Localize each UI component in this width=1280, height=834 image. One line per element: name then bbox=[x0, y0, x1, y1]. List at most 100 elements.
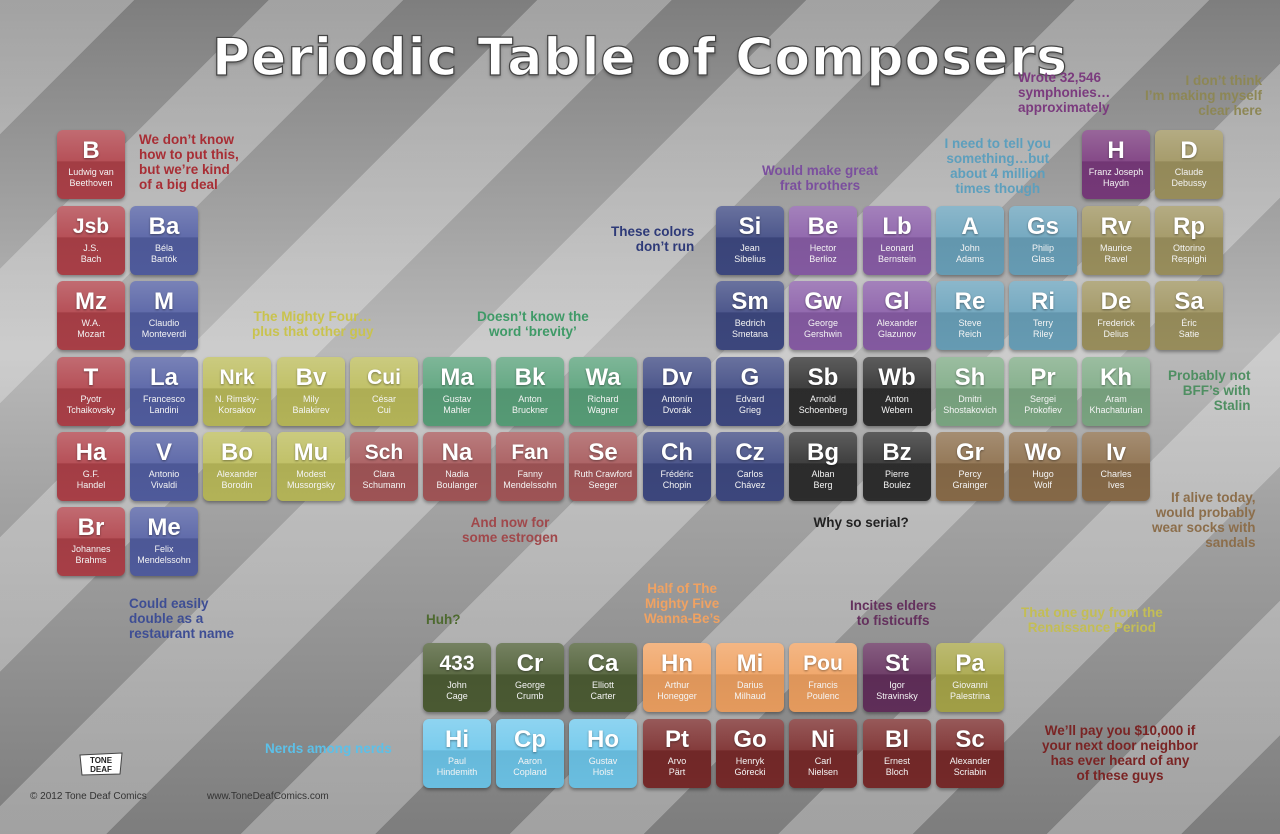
element-symbol: Ha bbox=[75, 439, 107, 466]
element-symbol: Jsb bbox=[72, 215, 110, 238]
composer-name: Frédéric Chopin bbox=[660, 469, 694, 490]
element-tile: Hn Arthur Honegger bbox=[643, 643, 711, 712]
element-tile: Si Jean Sibelius bbox=[716, 206, 784, 275]
composer-name: Carl Nielsen bbox=[807, 756, 838, 777]
composer-name: Maurice Ravel bbox=[1099, 243, 1132, 264]
element-tile: Br Johannes Brahms bbox=[57, 507, 125, 576]
element-symbol: Wb bbox=[878, 364, 916, 391]
composer-note: We’ll pay you $10,000 if your next door … bbox=[1042, 723, 1199, 783]
composer-name: Alexander Scriabin bbox=[949, 756, 991, 777]
element-symbol: Bl bbox=[885, 726, 909, 753]
element-symbol: Pa bbox=[955, 650, 985, 677]
composer-name: J.S. Bach bbox=[80, 243, 102, 264]
composer-name: Nadia Boulanger bbox=[436, 469, 478, 490]
element-symbol: V bbox=[155, 439, 172, 466]
composer-name: Arthur Honegger bbox=[657, 680, 697, 701]
element-tile: Rp Ottorino Respighi bbox=[1155, 206, 1223, 275]
composer-name: Sergei Prokofiev bbox=[1024, 394, 1062, 415]
element-tile: Gr Percy Grainger bbox=[936, 432, 1004, 501]
element-symbol: Ch bbox=[661, 439, 693, 466]
composer-note: I need to tell you something…but about 4… bbox=[944, 136, 1052, 196]
composer-note: Doesn’t know the word ‘brevity’ bbox=[477, 309, 589, 339]
element-tile: Wo Hugo Wolf bbox=[1009, 432, 1077, 501]
element-symbol: Ri bbox=[1031, 288, 1055, 315]
element-symbol: Cz bbox=[735, 439, 765, 466]
element-tile: Se Ruth Crawford Seeger bbox=[569, 432, 637, 501]
composer-name: Clara Schumann bbox=[362, 469, 406, 490]
element-symbol: Ho bbox=[587, 726, 619, 753]
composer-name: Henryk Górecki bbox=[734, 756, 766, 777]
element-symbol: Cui bbox=[367, 366, 401, 389]
element-tile: Pa Giovanni Palestrina bbox=[936, 643, 1004, 712]
composer-note: I don’t think I’m making myself clear he… bbox=[1145, 73, 1263, 118]
element-tile: Cz Carlos Chávez bbox=[716, 432, 784, 501]
composer-name: Francis Poulenc bbox=[806, 680, 840, 701]
element-tile: Bk Anton Bruckner bbox=[496, 357, 564, 426]
composer-name: Anton Webern bbox=[881, 394, 913, 415]
element-tile: Mi Darius Milhaud bbox=[716, 643, 784, 712]
element-tile: St Igor Stravinsky bbox=[863, 643, 931, 712]
element-tile: Ma Gustav Mahler bbox=[423, 357, 491, 426]
composer-name: Ernest Bloch bbox=[883, 756, 910, 777]
element-symbol: Nrk bbox=[219, 366, 255, 389]
element-tile: Cui César Cui bbox=[350, 357, 418, 426]
element-tile: A John Adams bbox=[936, 206, 1004, 275]
element-tile: G Edvard Grieg bbox=[716, 357, 784, 426]
composer-name: Felix Mendelssohn bbox=[137, 544, 191, 565]
composer-name: Arvo Pärt bbox=[667, 756, 687, 777]
composer-name: Alexander Glazunov bbox=[876, 318, 918, 339]
element-tile: Sh Dmitri Shostakovich bbox=[936, 357, 1004, 426]
element-tile: Bg Alban Berg bbox=[789, 432, 857, 501]
composer-name: Frederick Delius bbox=[1097, 318, 1135, 339]
svg-text:TONE: TONE bbox=[90, 756, 113, 765]
element-symbol: Sch bbox=[364, 441, 404, 464]
element-symbol: Hi bbox=[445, 726, 469, 753]
element-tile: Re Steve Reich bbox=[936, 281, 1004, 350]
composer-name: John Cage bbox=[446, 680, 468, 701]
element-symbol: Hn bbox=[661, 650, 693, 677]
element-symbol: Iv bbox=[1105, 439, 1126, 466]
composer-name: Elliott Carter bbox=[590, 680, 616, 701]
element-symbol: Sh bbox=[954, 364, 986, 391]
element-symbol: Sc bbox=[955, 726, 985, 753]
composer-name: Ottorino Respighi bbox=[1171, 243, 1207, 264]
element-symbol: Cr bbox=[516, 650, 544, 677]
element-symbol: T bbox=[83, 364, 99, 391]
element-tile: Na Nadia Boulanger bbox=[423, 432, 491, 501]
composer-name: Dmitri Shostakovich bbox=[943, 394, 997, 415]
element-tile: Be Hector Berlioz bbox=[789, 206, 857, 275]
element-symbol: Pou bbox=[803, 652, 843, 675]
composer-name: George Crumb bbox=[514, 680, 546, 701]
element-symbol: Bv bbox=[295, 364, 327, 391]
composer-note: Half of The Mighty Five Wanna-Be’s bbox=[644, 581, 721, 626]
element-symbol: Na bbox=[441, 439, 473, 466]
element-tile: Gw George Gershwin bbox=[789, 281, 857, 350]
element-tile: M Claudio Monteverdi bbox=[130, 281, 198, 350]
element-tile: Kh Aram Khachaturian bbox=[1082, 357, 1150, 426]
element-tile: Iv Charles Ives bbox=[1082, 432, 1150, 501]
composer-name: Gustav Holst bbox=[588, 756, 618, 777]
element-symbol: Be bbox=[807, 213, 839, 240]
element-tile: Fan Fanny Mendelssohn bbox=[496, 432, 564, 501]
element-symbol: Mi bbox=[736, 650, 764, 677]
element-tile: Pr Sergei Prokofiev bbox=[1009, 357, 1077, 426]
composer-name: Claudio Monteverdi bbox=[141, 318, 187, 339]
composer-name: Johannes Brahms bbox=[71, 544, 111, 565]
composer-name: Alban Berg bbox=[811, 469, 835, 490]
element-tile: Go Henryk Górecki bbox=[716, 719, 784, 788]
element-tile: Pt Arvo Pärt bbox=[643, 719, 711, 788]
element-tile: Gl Alexander Glazunov bbox=[863, 281, 931, 350]
element-symbol: Mz bbox=[75, 288, 107, 315]
composer-note: If alive today, would probably wear sock… bbox=[1152, 490, 1256, 550]
composer-note: That one guy from the Renaissance Period bbox=[1021, 605, 1163, 635]
composer-name: Charles Ives bbox=[1100, 469, 1132, 490]
composer-note: And now for some estrogen bbox=[462, 515, 559, 545]
tone-deaf-logo: TONE DEAF bbox=[79, 752, 123, 776]
element-symbol: Rv bbox=[1100, 213, 1132, 240]
composer-note: Could easily double as a restaurant name bbox=[129, 596, 235, 641]
element-symbol: Sa bbox=[1174, 288, 1204, 315]
element-symbol: Sb bbox=[807, 364, 839, 391]
element-tile: Ch Frédéric Chopin bbox=[643, 432, 711, 501]
element-tile: Ca Elliott Carter bbox=[569, 643, 637, 712]
element-symbol: Ma bbox=[440, 364, 474, 391]
